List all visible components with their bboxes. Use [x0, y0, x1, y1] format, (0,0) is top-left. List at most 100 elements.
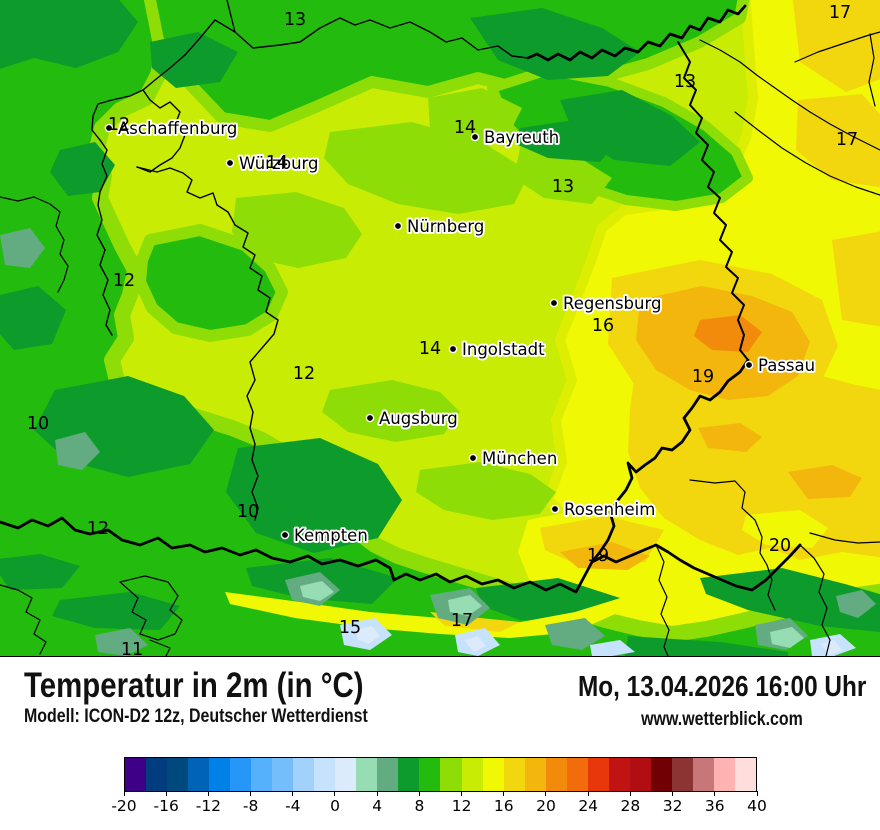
colorbar-segment: [356, 758, 378, 791]
forecast-datetime: Mo, 13.04.2026 16:00 Uhr: [577, 671, 866, 703]
city-dot: [470, 132, 480, 142]
colorbar-tick-label: -20: [111, 797, 137, 815]
website-url: www.wetterblick.com: [641, 709, 803, 730]
colorbar-tick: [123, 791, 125, 796]
colorbar-segment: [272, 758, 294, 791]
colorbar-segment: [125, 758, 147, 791]
temperature-value: 12: [113, 271, 135, 291]
city-label: Bayreuth: [484, 128, 559, 147]
colorbar-segment: [146, 758, 168, 791]
colorbar-segment: [377, 758, 399, 791]
colorbar-tick-label: 4: [372, 797, 383, 815]
colorbar-tick-label: 0: [330, 797, 340, 815]
colorbar-segment: [587, 758, 609, 791]
city-dot: [550, 504, 560, 514]
colorbar-segment: [482, 758, 504, 791]
station-temperatures: 13 17 12 14 14 13 13 17 12 16 14 12 19 10 10 12 20 19 17 15…: [27, 3, 858, 656]
temperature-value: 14: [266, 153, 288, 173]
colorbar-segment: [713, 758, 735, 791]
city-label: Ingolstadt: [462, 340, 545, 359]
city-label: Kempten: [294, 526, 368, 545]
city-dot: [744, 360, 754, 370]
city-dot: [468, 453, 478, 463]
temperature-value: 17: [829, 3, 851, 23]
colorbar-tick: [714, 791, 716, 796]
temperature-value: 10: [237, 502, 259, 522]
colorbar-tick-label: -12: [195, 797, 222, 815]
colorbar-segment: [440, 758, 462, 791]
colorbar-segment: [734, 758, 756, 791]
temperature-value: 12: [108, 115, 130, 135]
colorbar-segment: [566, 758, 588, 791]
colorbar-tick-label: 28: [620, 797, 641, 815]
temperature-value: 13: [552, 177, 574, 197]
city-label: Aschaffenburg: [118, 119, 237, 138]
temperature-value: 17: [451, 611, 473, 631]
city-label: Nürnberg: [407, 217, 484, 236]
city-dot: [549, 298, 559, 308]
page-title: Temperatur in 2m (in °C): [24, 666, 364, 705]
temperature-value: 20: [769, 536, 791, 556]
temperature-value: 19: [587, 546, 609, 566]
temperature-value: 17: [836, 130, 858, 150]
colorbar-segment: [335, 758, 357, 791]
temperature-value: 13: [284, 10, 306, 30]
colorbar-segment: [692, 758, 714, 791]
city-dot: [104, 123, 114, 133]
colorbar-tick-label: -8: [242, 797, 259, 815]
city-label: Würzburg: [239, 154, 319, 173]
temperature-value: 15: [339, 618, 361, 638]
colorbar-ticks: -20 -16 -12 -8 -4 0 4 8 12 16 20 24 28 32 36 40: [111, 791, 767, 827]
colorbar-segment: [629, 758, 651, 791]
temperature-value: 14: [454, 118, 476, 138]
colorbar-tick-label: 24: [578, 797, 599, 815]
city-dot: [280, 530, 290, 540]
colorbar-segment: [188, 758, 210, 791]
city-label: Rosenheim: [564, 500, 655, 519]
colorbar-segment: [251, 758, 273, 791]
temperature-value: 13: [674, 72, 696, 92]
colorbar-tick-label: 32: [662, 797, 683, 815]
colorbar-segment: [671, 758, 693, 791]
temperature-colorbar: [124, 757, 757, 792]
colorbar-segment: [461, 758, 483, 791]
colorbar-tick: [376, 791, 378, 796]
colorbar-tick-label: 12: [451, 797, 472, 815]
colorbar-segment: [314, 758, 336, 791]
colorbar-tick-label: 20: [536, 797, 556, 815]
colorbar-tick-label: -16: [153, 797, 179, 815]
colorbar-segment: [230, 758, 252, 791]
city-dot: [365, 413, 375, 423]
colorbar-tick: [165, 791, 167, 796]
temperature-field: [0, 0, 880, 656]
colorbar-segment: [503, 758, 525, 791]
colorbar-tick: [587, 791, 589, 796]
political-borders: [0, 0, 880, 656]
city-label: Passau: [758, 356, 815, 375]
colorbar-tick-label: 36: [704, 797, 725, 815]
colorbar-tick: [545, 791, 547, 796]
colorbar-segment: [419, 758, 441, 791]
colorbar-tick: [207, 791, 209, 796]
colorbar-tick: [418, 791, 420, 796]
colorbar-segment: [398, 758, 420, 791]
temperature-map: Aschaffenburg Würzburg Nürnberg Bayreuth Reg…: [0, 0, 880, 657]
colorbar-tick: [503, 791, 505, 796]
colorbar-tick: [334, 791, 336, 796]
city-dot: [225, 158, 235, 168]
colorbar-segment: [650, 758, 672, 791]
colorbar-segment: [209, 758, 231, 791]
colorbar-tick: [629, 791, 631, 796]
city-label: München: [482, 449, 557, 468]
colorbar-tick: [292, 791, 294, 796]
colorbar-segment: [608, 758, 630, 791]
model-info: Modell: ICON-D2 12z, Deutscher Wetterdie…: [24, 706, 368, 727]
colorbar-tick: [672, 791, 674, 796]
temperature-value: 19: [692, 367, 714, 387]
colorbar-segment: [524, 758, 546, 791]
colorbar-tick: [461, 791, 463, 796]
temperature-value: 11: [121, 640, 143, 656]
